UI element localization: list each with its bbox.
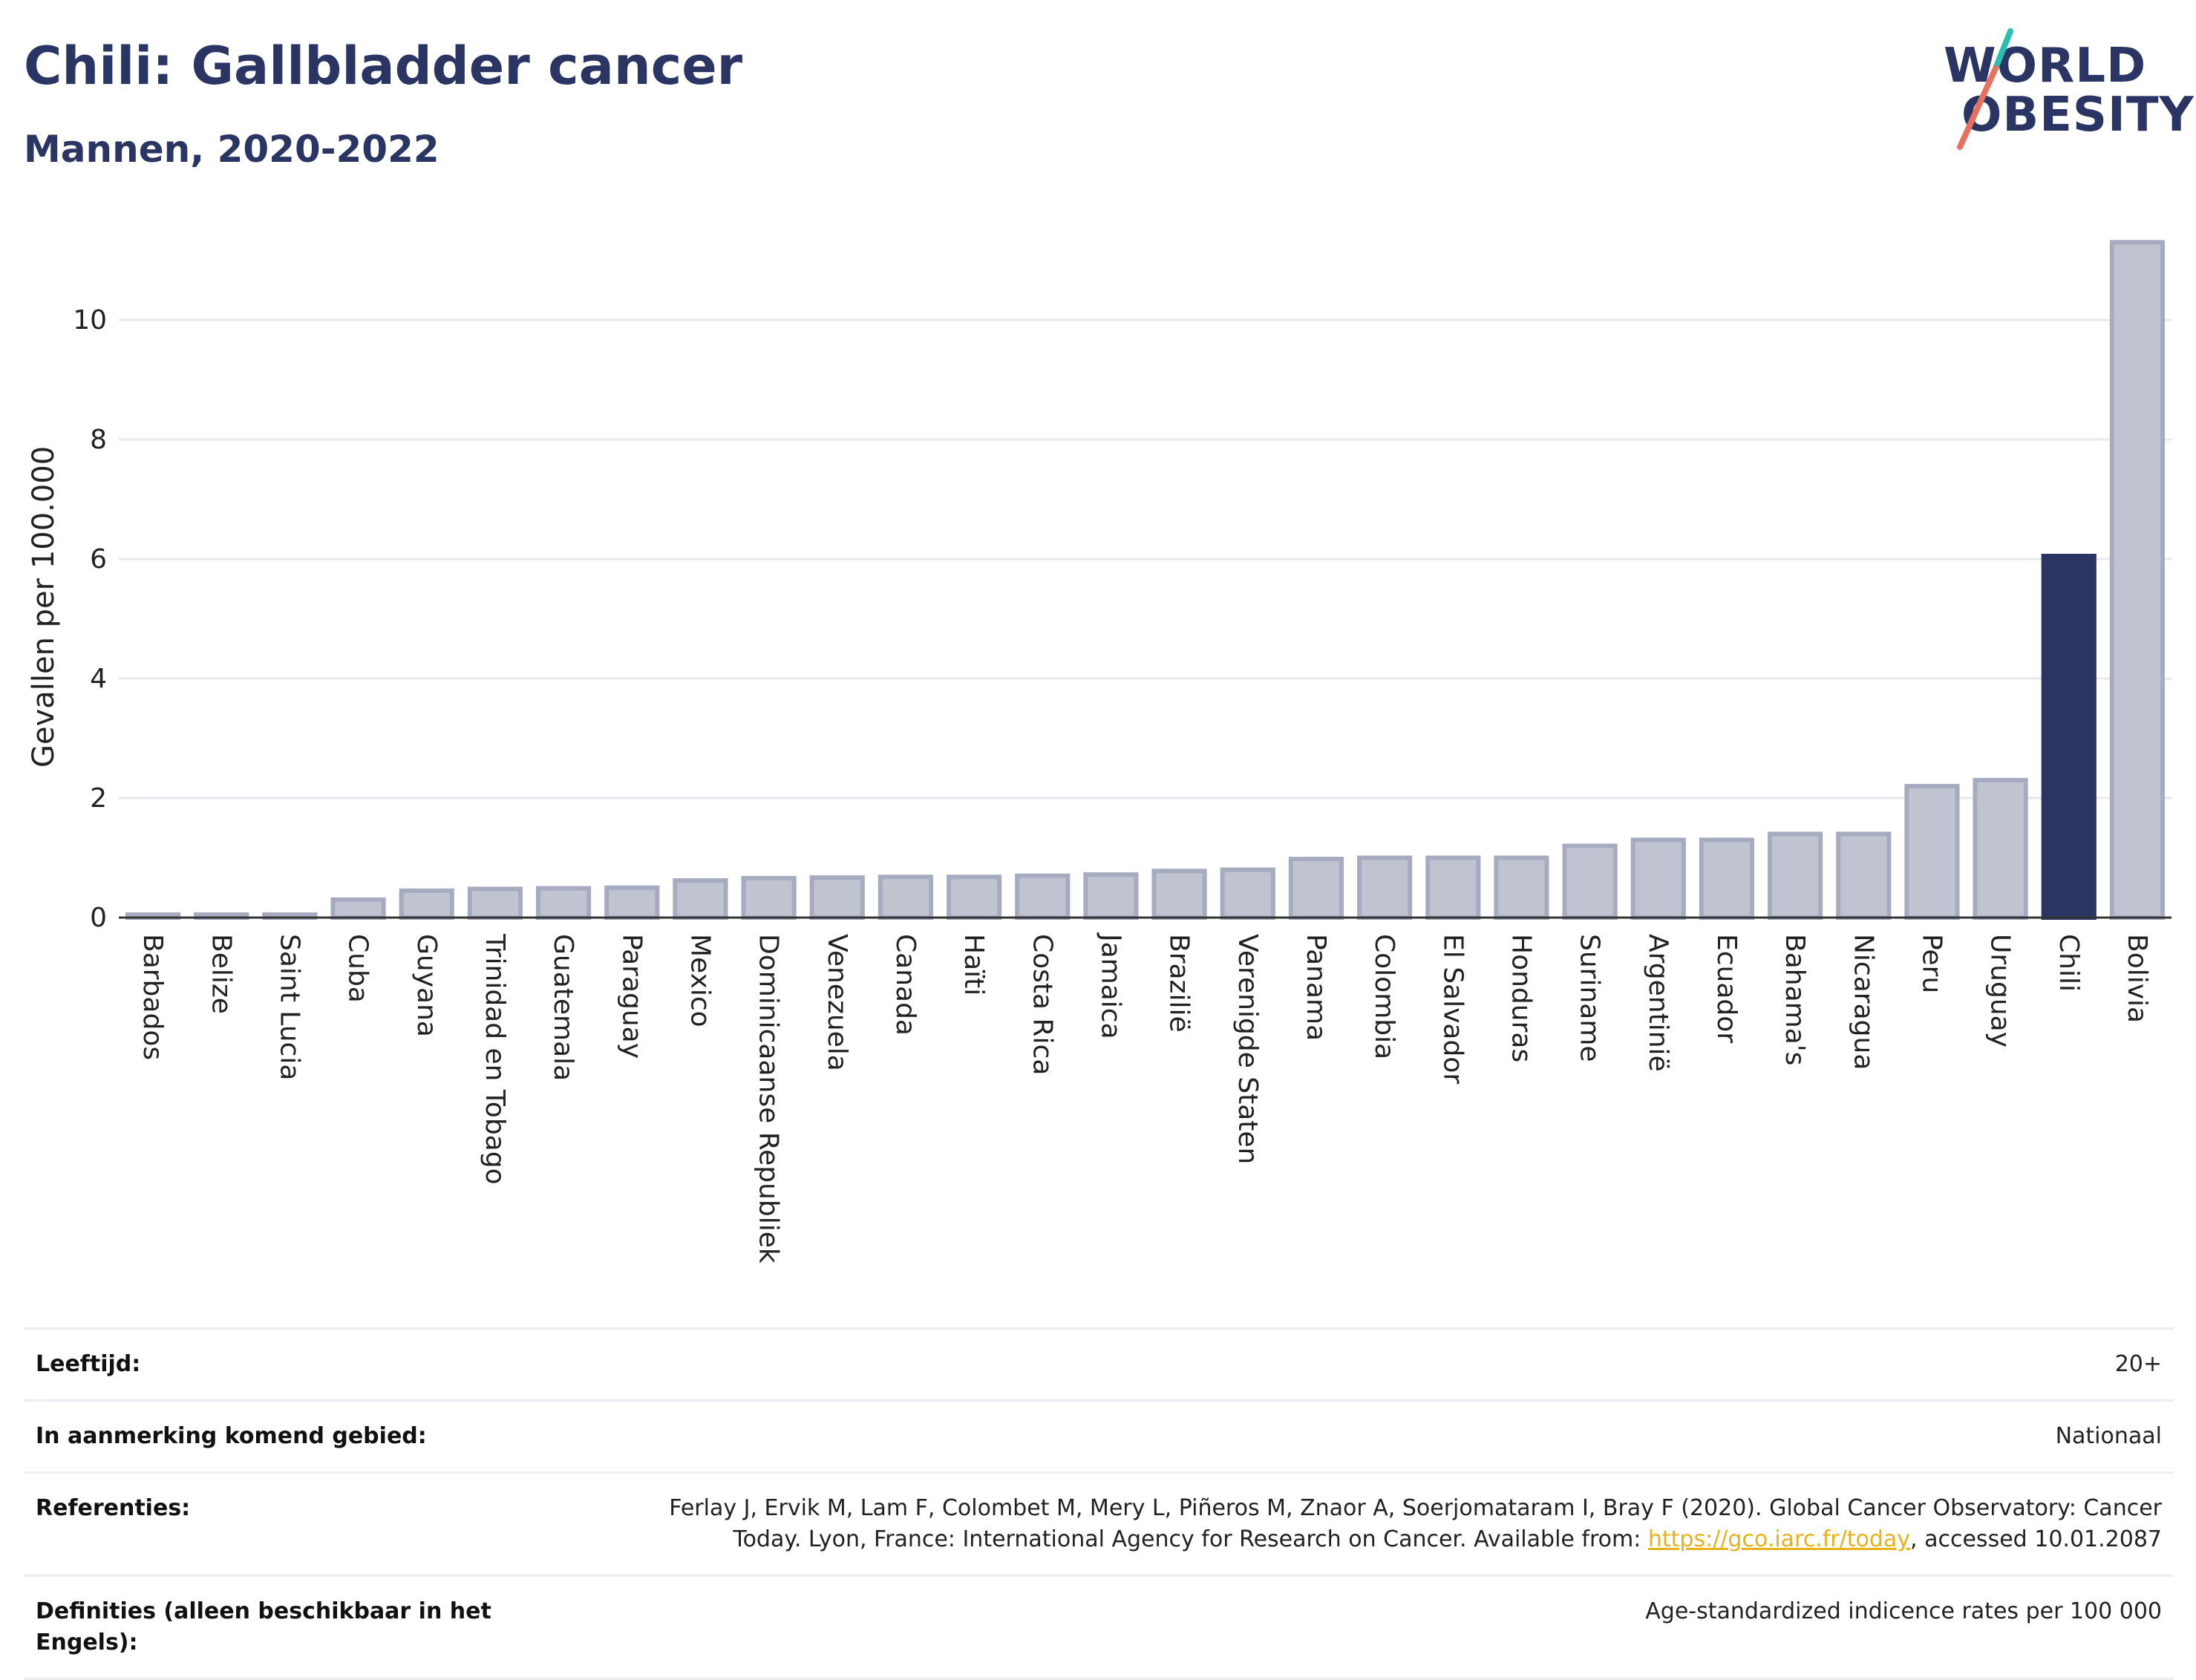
bar-argentini-	[1630, 837, 1686, 920]
meta-value-definitions: Age-standardized indicence rates per 100…	[1645, 1598, 2162, 1624]
chart-subtitle: Mannen, 2020-2022	[24, 128, 439, 171]
meta-label-area: In aanmerking komend gebied:	[36, 1423, 427, 1449]
meta-row-definitions: Definities (alleen beschikbaar in het En…	[24, 1575, 2174, 1680]
x-tick-label: Nicaragua	[1848, 934, 1878, 1070]
bar-venezuela	[809, 875, 865, 921]
x-tick-label: Guatemala	[548, 934, 578, 1081]
x-tick-label: Bahama's	[1780, 934, 1810, 1065]
meta-value-area: Nationaal	[2055, 1423, 2162, 1449]
x-tick-label: Peru	[1916, 934, 1947, 993]
y-tick-label: 4	[90, 664, 107, 694]
bar-uruguay	[1973, 777, 2028, 920]
reference-accessed: , accessed 10.01.2087	[1910, 1526, 2162, 1552]
bar-el-salvador	[1425, 855, 1481, 920]
bar-chili	[2041, 553, 2097, 920]
x-tick-label: Panama	[1301, 934, 1331, 1041]
x-tick-label: Canada	[890, 934, 921, 1036]
chart-title: Chili: Gallbladder cancer	[24, 36, 743, 97]
bar-chart: 0 2 4 6 8 10 Gevallen per 100.000 Barbados Beliz…	[27, 240, 2172, 1264]
bar-colombia	[1356, 855, 1413, 920]
y-tick-label: 2	[90, 783, 107, 814]
bar-ecuador	[1699, 837, 1755, 920]
meta-row-references: Referenties: Ferlay J, Ervik M, Lam F, C…	[24, 1471, 2174, 1575]
x-tick-label: Uruguay	[1985, 934, 2016, 1047]
meta-row-age: Leeftijd: 20+	[24, 1327, 2174, 1399]
x-tick-label: El Salvador	[1437, 934, 1468, 1084]
x-tick-label: Jamaica	[1095, 932, 1125, 1039]
y-tick-label: 10	[73, 305, 107, 336]
bar-trinidad-en-tobago	[467, 886, 523, 920]
bar-guatemala	[535, 886, 592, 920]
bar-panama	[1288, 857, 1344, 920]
x-tick-label: Costa Rica	[1027, 934, 1057, 1075]
meta-value-references: Ferlay J, Ervik M, Lam F, Colombet M, Me…	[603, 1493, 2162, 1555]
x-tick-label: Barbados	[137, 934, 168, 1060]
x-tick-label: Honduras	[1506, 934, 1536, 1062]
bar-bahama-s	[1767, 831, 1823, 920]
x-tick-label: Saint Lucia	[274, 934, 304, 1080]
bar-guyana	[399, 888, 454, 921]
bar-cuba	[330, 897, 386, 920]
bar-costa-rica	[1015, 873, 1071, 921]
y-tick-label: 6	[90, 544, 107, 575]
bar-suriname	[1562, 843, 1618, 921]
metadata-table: Leeftijd: 20+ In aanmerking komend gebie…	[24, 1327, 2174, 1680]
bar-jamaica	[1083, 872, 1139, 920]
meta-row-area: In aanmerking komend gebied: Nationaal	[24, 1399, 2174, 1471]
x-tick-label: Belize	[206, 934, 236, 1014]
x-tick-label: Paraguay	[616, 934, 647, 1059]
x-tick-label: Verenigde Staten	[1232, 934, 1263, 1164]
bar-honduras	[1494, 855, 1549, 920]
meta-label-definitions: Definities (alleen beschikbaar in het En…	[36, 1598, 491, 1656]
x-tick-label: Guyana	[411, 934, 442, 1037]
bar-brazili-	[1151, 869, 1207, 921]
x-tick-label: Trinidad en Tobago	[480, 933, 510, 1185]
x-tick-label: Colombia	[1369, 934, 1399, 1059]
logo-line-2: OBESITY	[1961, 88, 2195, 143]
meta-label-age: Leeftijd:	[36, 1351, 141, 1377]
reference-link[interactable]: https://gco.iarc.fr/today	[1647, 1526, 1911, 1552]
bar-verenigde-staten	[1220, 867, 1275, 920]
x-tick-label: Cuba	[343, 934, 373, 1003]
bar-nicaragua	[1836, 831, 1892, 920]
x-tick-label: Chili	[2053, 934, 2084, 992]
x-tick-label: Argentinië	[1643, 934, 1673, 1072]
x-tick-label: Brazilië	[1164, 934, 1195, 1033]
logo-line-1: WORLD	[1944, 39, 2147, 94]
bar-bolivia	[2109, 240, 2166, 921]
x-tick-label: Haïti	[958, 934, 989, 996]
bar-paraguay	[604, 885, 660, 920]
bar-mexico	[673, 878, 728, 921]
meta-label-references: Referenties:	[36, 1495, 191, 1521]
x-tick-label: Suriname	[1575, 934, 1605, 1062]
x-tick-label: Mexico	[684, 934, 715, 1027]
bar-canada	[878, 875, 934, 921]
meta-value-age: 20+	[2114, 1351, 2162, 1377]
logo-slash-icon	[1957, 28, 2013, 150]
bar-peru	[1904, 783, 1960, 921]
x-tick-label: Dominicaanse Republiek	[754, 934, 784, 1264]
y-axis-title: Gevallen per 100.000	[27, 446, 61, 768]
x-tick-label: Bolivia	[2122, 934, 2152, 1023]
bar-dominicaanse-republiek	[741, 875, 797, 920]
x-tick-label: Ecuador	[1711, 934, 1742, 1043]
reference-text: Ferlay J, Ervik M, Lam F, Colombet M, Me…	[669, 1495, 2162, 1552]
y-tick-label: 8	[90, 425, 107, 455]
world-obesity-logo[interactable]: WORLD OBESITY	[1938, 22, 2194, 156]
y-tick-label: 0	[90, 903, 107, 933]
bar-ha-ti	[946, 875, 1002, 921]
x-tick-label: Venezuela	[822, 934, 852, 1071]
